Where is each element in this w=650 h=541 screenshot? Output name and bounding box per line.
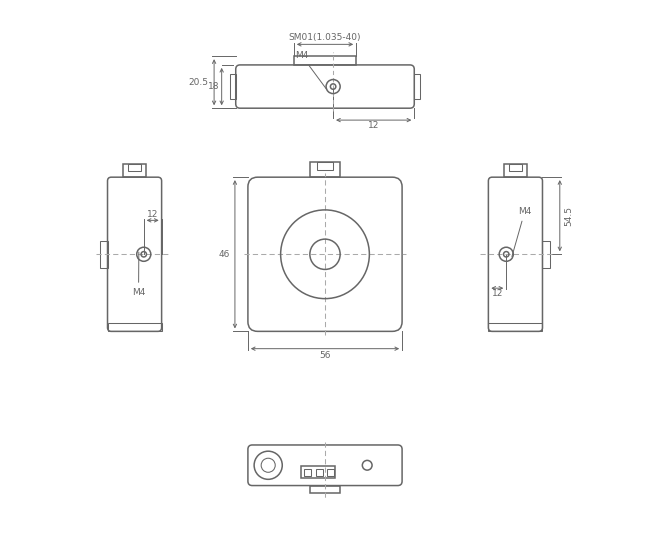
Bar	[504, 163, 527, 177]
Text: 12: 12	[491, 289, 503, 298]
Text: M4: M4	[295, 51, 326, 89]
Bar	[509, 164, 522, 171]
Text: 12: 12	[147, 210, 159, 220]
Bar	[310, 486, 340, 493]
Bar	[230, 74, 236, 99]
Bar	[310, 162, 340, 177]
Text: 20.5: 20.5	[188, 78, 209, 87]
Bar	[543, 241, 550, 268]
Bar	[107, 322, 162, 331]
Text: 54.5: 54.5	[564, 206, 573, 226]
Bar	[317, 162, 333, 170]
Text: 46: 46	[218, 250, 229, 259]
Text: SM01(1.035-40): SM01(1.035-40)	[289, 33, 361, 42]
Bar	[100, 241, 107, 268]
Text: M4: M4	[132, 252, 145, 297]
Bar	[414, 74, 420, 99]
Bar	[304, 469, 311, 476]
Text: M4: M4	[512, 207, 532, 256]
Bar	[123, 163, 146, 177]
Text: 12: 12	[368, 121, 380, 130]
Bar	[316, 469, 322, 476]
Bar	[327, 469, 334, 476]
Bar	[294, 56, 356, 65]
Text: 56: 56	[319, 351, 331, 360]
Bar	[301, 466, 335, 478]
Text: 18: 18	[208, 82, 220, 91]
Bar	[488, 322, 543, 331]
Bar	[128, 164, 141, 171]
